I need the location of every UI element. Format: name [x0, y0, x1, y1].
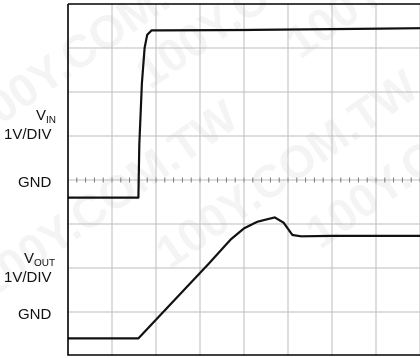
watermark-text: 100Y.COM.TW — [276, 0, 420, 68]
plot-frame — [67, 3, 420, 356]
gnd-label-bottom: GND — [18, 306, 52, 323]
vout-label: VOUT — [24, 250, 55, 269]
trace-layer — [68, 27, 420, 340]
vin-scale-label: 1V/DIV — [4, 126, 52, 143]
gnd-label-top: GND — [18, 174, 52, 191]
vout-scale-label: 1V/DIV — [4, 269, 52, 286]
center-axis-ticks — [67, 177, 420, 183]
trace-vin — [68, 27, 420, 199]
vin-label: VIN — [36, 107, 56, 126]
trace-vout — [68, 216, 420, 340]
